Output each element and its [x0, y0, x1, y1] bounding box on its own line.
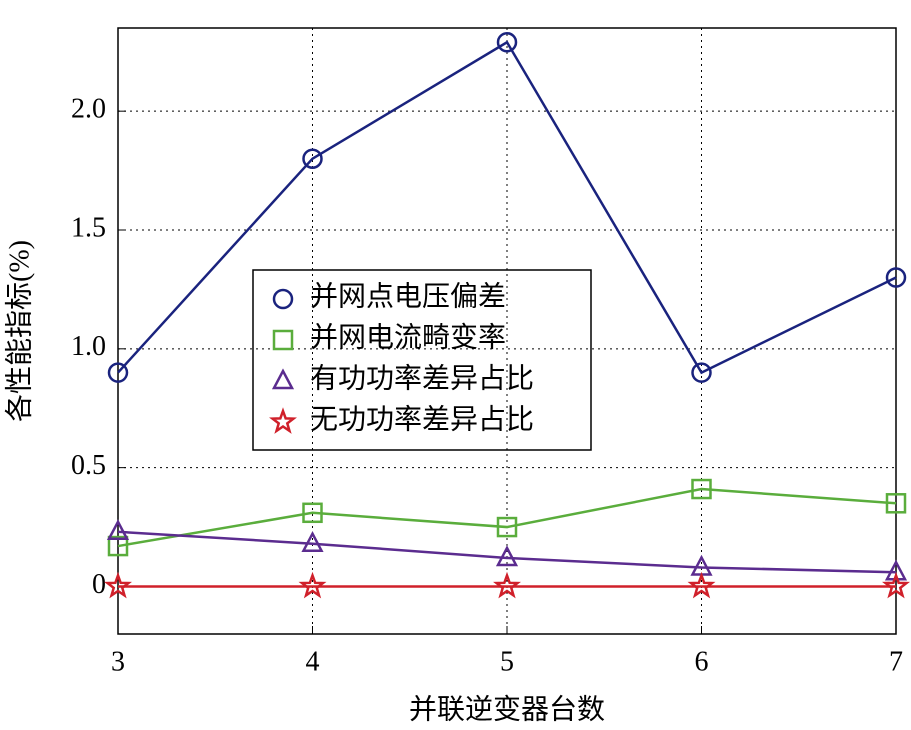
- marker: [301, 531, 324, 552]
- legend-box: [252, 269, 592, 451]
- marker: [107, 535, 129, 557]
- marker: [496, 32, 518, 53]
- series-line: [117, 487, 897, 548]
- x-tick-label: 5: [500, 646, 514, 677]
- marker: [298, 571, 327, 599]
- marker: [302, 148, 323, 169]
- legend-label: 有功功率差异占比: [310, 362, 534, 394]
- marker: [496, 516, 518, 538]
- marker: [107, 362, 129, 383]
- legend-label: 并网电流畸变率: [310, 321, 506, 353]
- legend-marker: [272, 288, 294, 310]
- x-tick-label: 3: [111, 646, 125, 677]
- marker: [885, 267, 907, 288]
- marker: [106, 519, 130, 541]
- legend-label: 并网点电压偏差: [310, 280, 506, 312]
- y-tick-label: 1.5: [71, 212, 106, 243]
- marker: [691, 362, 712, 383]
- marker: [691, 478, 712, 500]
- y-axis-label: 各性能指标(%): [3, 240, 35, 422]
- x-tick-label: 7: [889, 646, 903, 677]
- legend-marker: [272, 329, 294, 351]
- legend-marker: [269, 407, 297, 434]
- y-tick-label: 0.5: [71, 450, 106, 481]
- x-axis-label: 并联逆变器台数: [409, 693, 605, 725]
- marker: [302, 502, 323, 524]
- marker: [687, 571, 716, 599]
- y-tick-label: 2.0: [71, 94, 106, 125]
- marker: [885, 493, 907, 514]
- x-tick-label: 4: [306, 646, 320, 677]
- marker: [884, 559, 908, 581]
- marker: [493, 571, 521, 599]
- series-line: [117, 530, 897, 574]
- legend-marker: [271, 368, 295, 390]
- marker: [882, 571, 910, 599]
- y-tick-label: 0: [92, 569, 106, 600]
- y-tick-label: 1.0: [71, 331, 106, 362]
- legend-label: 无功功率差异占比: [310, 403, 534, 435]
- x-tick-label: 6: [695, 646, 709, 677]
- series-line: [117, 40, 897, 375]
- marker: [104, 571, 132, 599]
- marker: [495, 545, 519, 567]
